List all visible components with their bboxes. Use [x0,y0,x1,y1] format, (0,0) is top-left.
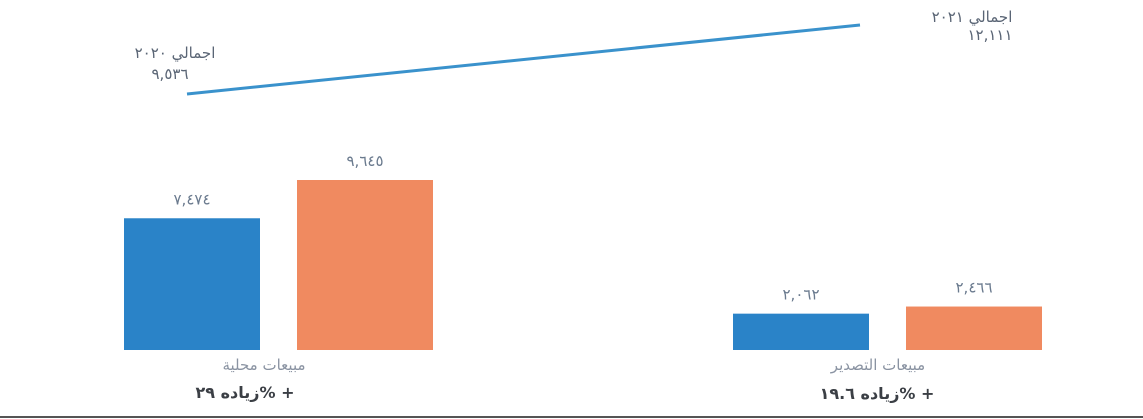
change-label-export: زياده ١٩.٦% + [820,384,935,403]
bar-export-2020 [733,313,869,350]
value-label-export-2021: ٢,٤٦٦ [956,279,993,297]
bar-local-2021 [297,180,433,350]
bars-group: ٧,٤٧٤ ٢,٠٦٢ ٩,٦٤٥ ٢,٤٦٦ [124,152,1042,350]
total-2021-value: ١٢,١١١ [967,26,1012,44]
value-label-export-2020: ٢,٠٦٢ [783,286,820,304]
change-label-local: زياده ٢٩% + [196,383,295,402]
bar-export-2021 [906,306,1042,350]
category-label-local: مبيعات محلية [222,356,305,374]
value-label-local-2021: ٩,٦٤٥ [347,152,384,170]
category-label-export: مبيعات التصدير [830,356,925,374]
bar-local-2020 [124,218,260,350]
total-2020-value: ٩,٥٣٦ [152,65,189,83]
value-label-local-2020: ٧,٤٧٤ [174,190,211,208]
total-2020-label: اجمالي ٢٠٢٠ [135,44,216,63]
total-2021-label: اجمالي ٢٠٢١ [932,8,1013,27]
total-trend-line [186,23,861,96]
